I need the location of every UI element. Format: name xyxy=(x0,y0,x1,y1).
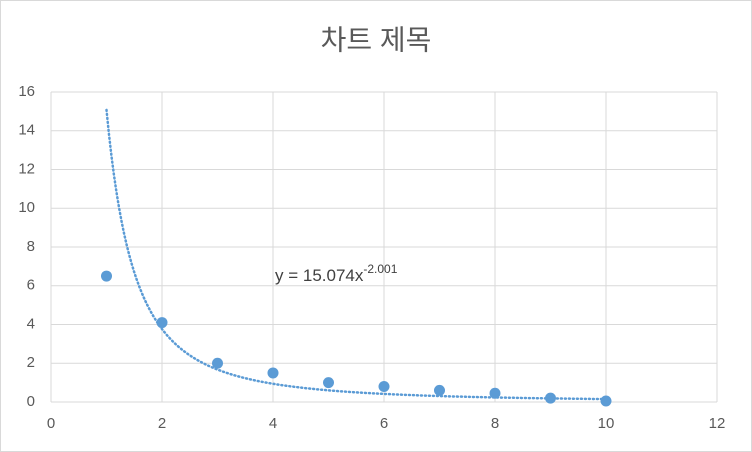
point xyxy=(212,357,223,369)
y-tick-label: 12 xyxy=(18,160,35,177)
chart-title: 차트 제목 xyxy=(321,24,432,55)
y-tick-label: 8 xyxy=(27,238,35,255)
x-tick-label: 6 xyxy=(380,415,388,432)
x-tick-label: 10 xyxy=(598,415,615,432)
equation-text: y = 15.074x xyxy=(275,266,364,285)
point xyxy=(323,377,334,389)
y-tick-label: 14 xyxy=(18,122,35,139)
point xyxy=(600,395,612,407)
point xyxy=(434,384,445,396)
y-tick-label: 4 xyxy=(27,315,35,332)
y-tick-label: 10 xyxy=(18,199,35,216)
y-tick-label: 2 xyxy=(27,354,35,371)
y-tick-label: 16 xyxy=(18,83,35,100)
equation-exponent: -2.001 xyxy=(363,262,397,276)
trendline-equation: y = 15.074x-2.001 xyxy=(275,262,398,285)
x-tick-label: 2 xyxy=(158,415,166,432)
point xyxy=(267,367,279,379)
point xyxy=(489,387,501,399)
x-tick-label: 12 xyxy=(709,415,726,432)
x-tick-label: 8 xyxy=(491,415,499,432)
x-tick-label: 0 xyxy=(47,415,55,432)
point xyxy=(156,317,168,329)
y-tick-label: 6 xyxy=(27,277,35,294)
point xyxy=(378,381,390,392)
point xyxy=(101,270,112,282)
x-tick-label: 4 xyxy=(269,415,277,432)
point xyxy=(545,392,556,404)
trendline xyxy=(105,108,608,401)
y-tick-label: 0 xyxy=(27,393,35,410)
